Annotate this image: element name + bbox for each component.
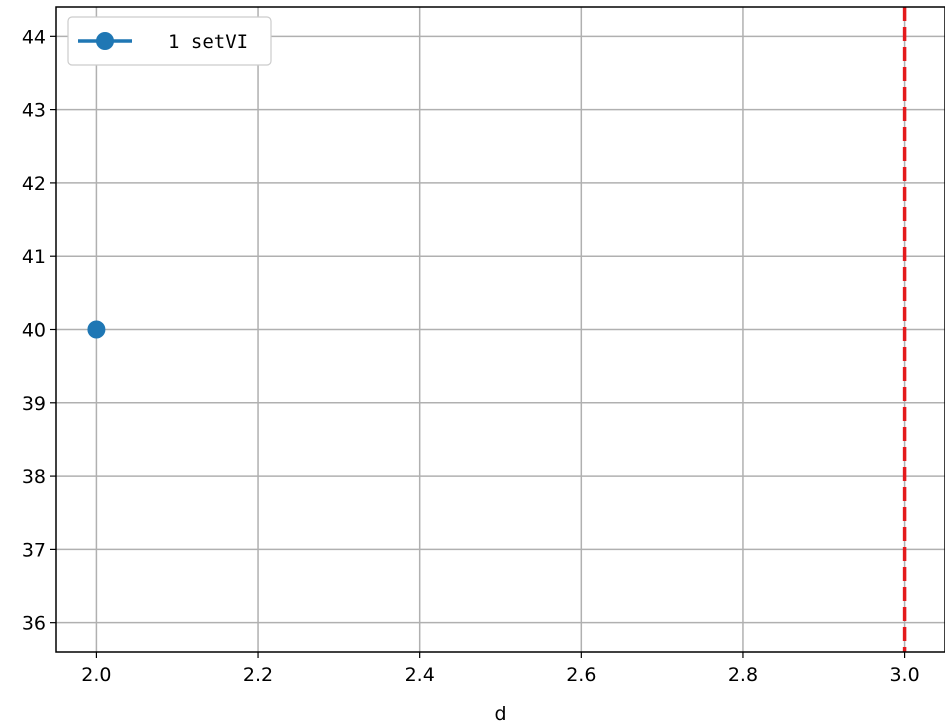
x-tick-label: 3.0: [889, 664, 919, 686]
legend-entry-label: 1 setVI: [168, 31, 248, 53]
y-tick-label: 38: [22, 466, 46, 488]
y-tick-label: 43: [22, 100, 46, 122]
y-tick-label: 36: [22, 613, 46, 635]
legend-box: [67, 16, 272, 66]
x-tick-labels: 2.0 2.2 2.4 2.6 2.8 3.0: [81, 664, 919, 686]
y-tick-label: 37: [22, 539, 46, 561]
y-tick-label: 40: [22, 320, 46, 342]
series-layer: [87, 320, 106, 339]
y-tick-label: 39: [22, 393, 46, 415]
x-tick-label: 2.8: [728, 664, 758, 686]
x-tick-label: 2.4: [405, 664, 435, 686]
x-tick-label: 2.0: [81, 664, 111, 686]
x-tick-label: 2.2: [243, 664, 273, 686]
y-tick-labels: 36 37 38 39 40 41 42 43 44: [22, 26, 46, 634]
axes: [50, 6, 945, 658]
legend-marker-icon: [96, 32, 114, 50]
y-tick-label: 42: [22, 173, 46, 195]
plot-frame: [55, 6, 945, 653]
x-tick-label: 2.6: [566, 664, 596, 686]
y-tick-label: 44: [22, 26, 46, 48]
data-point: [87, 320, 106, 339]
x-axis-label: d: [494, 703, 506, 725]
legend: 1 setVI: [67, 16, 272, 66]
y-tick-label: 41: [22, 246, 46, 268]
